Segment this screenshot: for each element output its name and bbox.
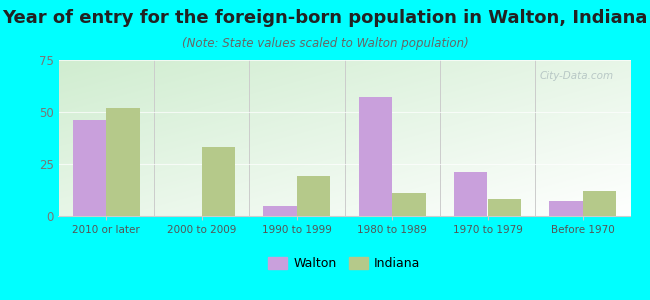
Bar [583, 191, 616, 216]
Text: Year of entry for the foreign-born population in Walton, Indiana: Year of entry for the foreign-born popul… [3, 9, 647, 27]
Legend: Walton, Indiana: Walton, Indiana [263, 252, 426, 275]
Bar [392, 193, 426, 216]
Text: (Note: State values scaled to Walton population): (Note: State values scaled to Walton pop… [181, 38, 469, 50]
Bar [549, 201, 583, 216]
Text: City-Data.com: City-Data.com [540, 71, 614, 81]
Bar [73, 120, 106, 216]
Bar [106, 108, 140, 216]
Bar [202, 147, 235, 216]
Bar [454, 172, 488, 216]
Bar [263, 206, 297, 216]
Bar [488, 200, 521, 216]
Bar [297, 176, 330, 216]
Bar [359, 98, 392, 216]
